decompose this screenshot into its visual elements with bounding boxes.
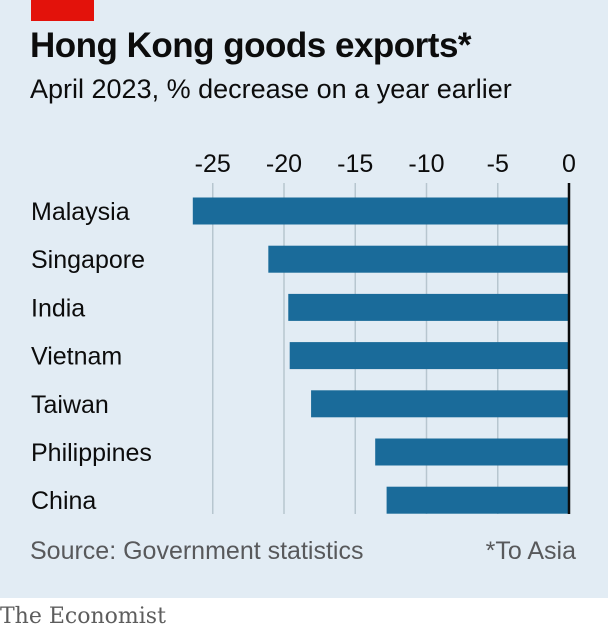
bar (192, 197, 570, 225)
category-label: Philippines (31, 439, 152, 467)
category-label: Taiwan (31, 391, 109, 419)
bar (375, 438, 569, 466)
bar (268, 245, 569, 273)
bar (289, 342, 569, 370)
x-tick-label: -25 (195, 150, 231, 178)
footnote: *To Asia (485, 537, 576, 565)
category-labels: Malaysia Singapore India Vietnam Taiwan Phili… (31, 198, 152, 515)
x-tick-label: -20 (266, 150, 302, 178)
chart-panel: Hong Kong goods exports* April 2023, % d… (0, 0, 608, 598)
category-label: China (31, 487, 96, 515)
category-label: India (31, 294, 85, 322)
bar (288, 293, 569, 321)
x-tick-label: 0 (562, 150, 576, 178)
brand-red-tag (31, 0, 94, 21)
bar-chart: -25 -20 -15 -10 -5 0 Malaysia Singapore India Vi… (31, 150, 576, 515)
source-note: Source: Government statistics (30, 537, 364, 565)
publisher-logo: The Economist (0, 604, 166, 629)
x-tick-labels: -25 -20 -15 -10 -5 0 (195, 150, 576, 178)
x-tick-label: -15 (337, 150, 373, 178)
category-label: Singapore (31, 246, 145, 274)
bars (192, 197, 570, 514)
bar (386, 486, 569, 514)
x-tick-label: -10 (408, 150, 444, 178)
category-label: Vietnam (31, 343, 122, 371)
chart-title: Hong Kong goods exports* (30, 26, 472, 65)
category-label: Malaysia (31, 198, 130, 226)
x-tick-label: -5 (487, 150, 509, 178)
bar (311, 390, 569, 418)
chart-subtitle: April 2023, % decrease on a year earlier (30, 74, 512, 104)
